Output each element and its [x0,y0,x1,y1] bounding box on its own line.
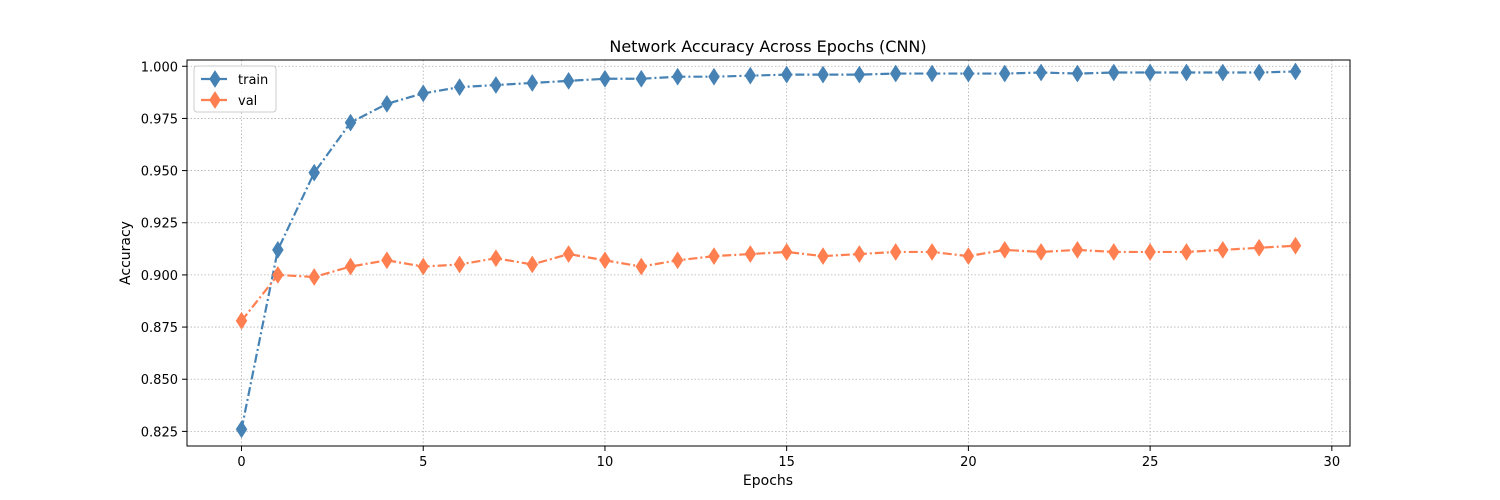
data-point-val [344,257,357,276]
data-point-train [308,163,321,182]
y-axis-label: Accuracy [118,221,134,285]
legend-label-train: train [238,73,268,88]
data-point-val [635,257,648,276]
data-point-train [853,65,866,84]
data-point-train [998,64,1011,83]
x-tick-label: 5 [419,455,427,470]
data-point-val [1107,242,1120,261]
data-point-val [780,242,793,261]
data-point-val [235,311,248,330]
x-tick-label: 25 [1142,455,1159,470]
data-point-train [526,73,539,92]
series-line-val [240,244,1296,322]
data-point-train [1071,64,1084,83]
legend-marker-val [209,91,221,109]
y-tick-label: 1.000 [141,60,178,75]
series-lines [240,70,1296,430]
data-point-val [708,247,720,266]
x-tick-label: 0 [237,455,245,470]
x-axis-label: Epochs [743,473,793,489]
data-point-val [998,240,1011,259]
data-point-train [1289,62,1302,81]
data-point-train [417,84,430,103]
data-point-val [1071,240,1084,259]
data-point-val [744,245,757,264]
data-point-train [1217,63,1229,82]
data-point-val [1144,242,1156,261]
data-point-train [1107,63,1120,82]
y-tick-label: 0.875 [141,321,178,336]
data-point-val [671,251,684,270]
data-point-train [780,65,793,84]
data-point-val [1253,238,1265,257]
data-point-train [272,240,284,259]
data-point-val [889,242,902,261]
grid [187,60,1350,446]
legend-label-val: val [238,94,257,109]
data-point-val [272,265,284,284]
data-point-val [308,268,321,286]
data-point-train [744,66,757,85]
data-point-train [453,78,466,97]
data-point-train [344,113,357,132]
data-point-train [1180,63,1193,82]
chart-title: Network Accuracy Across Epochs (CNN) [609,37,926,56]
data-point-train [926,64,938,83]
y-tick-label: 0.950 [141,165,178,180]
data-point-val [1217,240,1229,259]
data-point-train [1253,63,1265,82]
data-point-val [1180,242,1193,261]
y-tick-label: 0.850 [141,373,178,388]
x-tick-label: 15 [778,455,795,470]
y-tick-label: 0.825 [141,425,178,440]
data-point-train [599,69,611,88]
data-point-train [490,76,502,94]
data-point-train [381,94,393,113]
y-tick-label: 0.925 [141,217,178,232]
legend: train val [193,65,277,113]
data-point-train [1144,63,1156,82]
data-point-train [235,420,248,439]
data-point-val [381,251,393,270]
series-markers [235,62,1302,439]
data-point-train [889,64,902,83]
data-point-val [853,245,866,264]
data-point-val [562,245,575,264]
data-point-val [526,255,539,274]
data-point-val [1035,242,1047,261]
data-point-val [926,242,938,261]
data-point-val [453,255,466,274]
plot-frame [186,59,1351,447]
data-point-val [490,249,502,268]
x-tick-label: 10 [597,455,614,470]
data-point-train [817,65,829,84]
data-point-train [562,71,575,90]
data-point-train [635,69,648,88]
data-point-train [1035,63,1047,82]
data-point-val [1289,236,1302,255]
data-point-val [817,247,829,266]
y-tick-label: 0.975 [141,112,178,127]
x-tick-label: 20 [960,455,977,470]
data-point-val [962,247,975,266]
legend-marker-train [209,70,221,88]
series-line-train [240,70,1296,430]
data-point-val [417,257,430,276]
x-tick-label: 30 [1324,455,1341,470]
data-point-val [599,251,611,270]
axis-ticks: 0 5 10 15 20 25 30 0.825 0.850 0.875 0.900 0.925 0.9… [141,60,1340,470]
data-point-train [962,64,975,83]
data-point-train [708,67,720,86]
y-tick-label: 0.900 [141,269,178,284]
data-point-train [671,67,684,86]
